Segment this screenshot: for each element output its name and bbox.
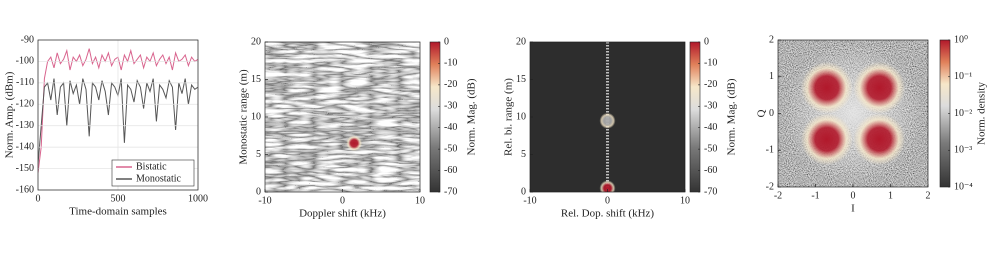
x-axis-label: Time-domain samples: [69, 206, 167, 218]
legend-label: Monostatic: [136, 173, 182, 184]
colorbar-tick-label: 0: [444, 36, 449, 47]
colorbar: [429, 41, 441, 193]
y-tick-label: 15: [251, 74, 261, 85]
y-tick-label: 10: [251, 111, 261, 122]
x-tick-label: 1: [888, 190, 893, 201]
x-tick-label: 10: [415, 195, 425, 206]
colorbar-tick-label: 10⁻²: [954, 108, 972, 119]
colorbar-tick-label: -50: [704, 143, 717, 154]
colorbar-tick-label: -10: [444, 58, 457, 69]
x-tick-label: -2: [774, 190, 782, 201]
y-tick-label: -160: [16, 184, 34, 195]
peak: [800, 113, 853, 166]
y-tick-label: 0: [769, 108, 774, 119]
y-tick-label: -150: [16, 163, 34, 174]
colorbar-tick-label: -60: [444, 165, 457, 176]
x-tick-label: 500: [111, 193, 126, 204]
colorbar-label: Norm. Mag. (dB): [466, 78, 478, 155]
x-axis-label: I: [851, 203, 855, 215]
colorbar-tick-label: -10: [704, 58, 717, 69]
peak: [853, 113, 906, 166]
y-tick-label: -110: [16, 77, 34, 88]
colorbar-tick-label: 0: [704, 36, 709, 47]
legend-label: Bistatic: [136, 161, 167, 172]
y-tick-label: 5: [521, 149, 526, 160]
colorbar-tick-label: -30: [444, 101, 457, 112]
colorbar-tick-label: -70: [444, 186, 457, 197]
y-tick-label: -120: [16, 99, 34, 110]
y-tick-label: -90: [21, 34, 34, 45]
x-tick-label: 10: [680, 195, 690, 206]
y-tick-label: 20: [516, 36, 526, 47]
colorbar-tick-label: -70: [704, 186, 717, 197]
peak: [346, 135, 363, 152]
colorbar-tick-label: 10⁻³: [954, 145, 972, 156]
y-tick-label: -1: [766, 145, 774, 156]
y-tick-label: 20: [251, 36, 261, 47]
axes-frame: [264, 41, 421, 193]
y-axis-label: Monostatic range (m): [238, 69, 250, 165]
x-tick-label: -1: [811, 190, 819, 201]
axes-frame: [37, 39, 199, 191]
plot-area: [346, 135, 363, 152]
colorbar-tick-label: -20: [704, 79, 717, 90]
peak: [800, 61, 853, 114]
axes-frame: [777, 39, 929, 188]
colorbar: [689, 41, 701, 193]
colorbar-tick-label: -20: [444, 79, 457, 90]
colorbar-tick-label: 10⁻⁴: [954, 181, 973, 192]
x-axis-label: Rel. Dop. shift (kHz): [561, 208, 655, 220]
x-tick-label: 0: [851, 190, 856, 201]
peak: [853, 61, 906, 114]
y-tick-label: 2: [769, 34, 774, 45]
y-axis-label: Rel. bi. range (m): [503, 78, 515, 156]
y-tick-label: -2: [766, 181, 774, 192]
y-tick-label: 0: [521, 186, 526, 197]
colorbar-tick-label: 10⁰: [954, 34, 968, 45]
plot-area: [599, 42, 616, 192]
colorbar-label: Norm. Mag. (dB): [726, 78, 738, 155]
x-tick-label: -10: [523, 195, 536, 206]
x-tick-label: 0: [340, 195, 345, 206]
peak: [599, 112, 616, 129]
legend-box: [111, 159, 195, 187]
colorbar-tick-label: -30: [704, 101, 717, 112]
y-tick-label: 10: [516, 111, 526, 122]
y-tick-label: -140: [16, 141, 34, 152]
x-tick-label: -10: [258, 195, 271, 206]
x-tick-label: 0: [605, 195, 610, 206]
y-tick-label: 5: [256, 149, 261, 160]
heatmap-background: [265, 42, 420, 192]
y-axis-label: Norm. Amp. (dBm): [4, 71, 16, 158]
y-tick-label: -100: [16, 56, 34, 67]
y-tick-label: 0: [256, 186, 261, 197]
colorbar-tick-label: -40: [704, 122, 717, 133]
density-halos: [783, 43, 923, 183]
plot-area: [800, 61, 906, 166]
x-tick-label: 1000: [188, 193, 208, 204]
colorbar-tick-label: -40: [444, 122, 457, 133]
x-axis-label: Doppler shift (kHz): [299, 208, 386, 220]
x-tick-label: 2: [926, 190, 931, 201]
y-axis-label: Q: [756, 109, 768, 117]
y-tick-label: 1: [769, 71, 774, 82]
colorbar-tick-label: -60: [704, 165, 717, 176]
y-tick-label: 15: [516, 74, 526, 85]
colorbar-tick-label: -50: [444, 143, 457, 154]
colorbar-label: Norm. density: [976, 82, 988, 145]
peak: [599, 180, 616, 192]
axes-frame: [529, 41, 686, 193]
x-tick-label: 0: [36, 193, 41, 204]
colorbar-tick-label: 10⁻¹: [954, 71, 972, 82]
y-tick-label: -130: [16, 120, 34, 131]
